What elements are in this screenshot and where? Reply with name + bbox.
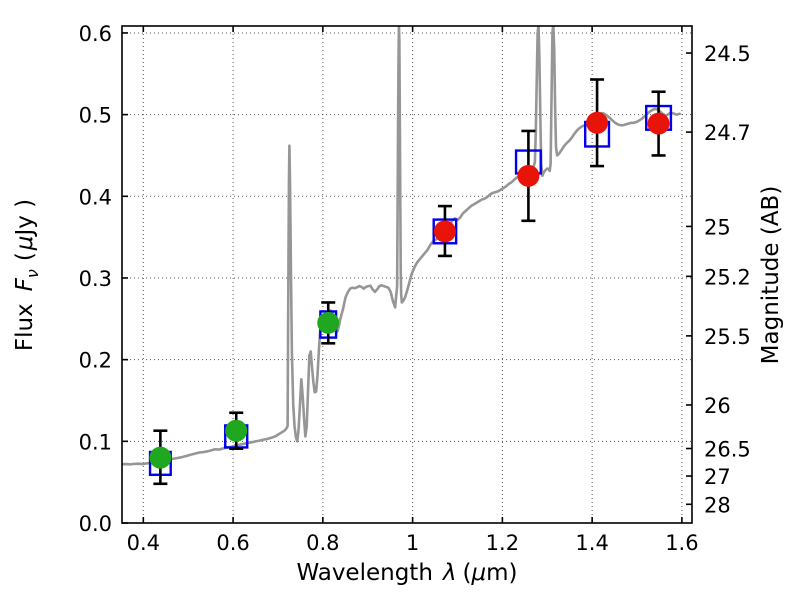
x-axis-title: Wavelength λ (μm) bbox=[296, 560, 517, 586]
y-tick-label-left: 0.6 bbox=[79, 22, 112, 46]
spectrum-line-group bbox=[122, 26, 681, 466]
y-tick-label-right: 25.5 bbox=[704, 325, 751, 349]
x-axis-ticks: 0.4 0.6 0.8 1 1.2 1.4 1.6 bbox=[127, 26, 699, 555]
photometry-points bbox=[149, 111, 670, 469]
photometry-point-marker bbox=[149, 446, 172, 469]
y-tick-label-left: 0.3 bbox=[79, 267, 112, 291]
photometry-point-marker bbox=[517, 164, 540, 187]
plot-frame bbox=[121, 25, 693, 524]
y-axis-left-title: FluxFν(μJy ) bbox=[12, 199, 42, 351]
photometry-point-marker bbox=[317, 311, 340, 334]
x-axis-title-text: Wavelength λ (μm) bbox=[296, 560, 517, 586]
y-axis-left-title-text: FluxFν(μJy ) bbox=[12, 199, 42, 351]
y-axis-left-ticks: 0.0 0.1 0.2 0.3 0.4 0.5 0.6 bbox=[79, 22, 128, 536]
y-axis-right-title-text: Magnitude (AB) bbox=[758, 186, 784, 365]
photometry-point-marker bbox=[433, 220, 456, 243]
y-tick-label-left: 0.1 bbox=[79, 430, 112, 454]
x-tick-label: 0.8 bbox=[306, 531, 339, 555]
y-tick-label-right: 25 bbox=[704, 215, 731, 239]
x-tick-label: 1.2 bbox=[486, 531, 519, 555]
axis-frame bbox=[121, 25, 693, 524]
y-tick-label-left: 0.5 bbox=[79, 104, 112, 128]
y-tick-label-right: 26 bbox=[704, 394, 731, 418]
y-tick-label-left: 0.0 bbox=[79, 512, 112, 536]
y-tick-label-right: 26.5 bbox=[704, 438, 751, 462]
y-tick-label-left: 0.2 bbox=[79, 349, 112, 373]
x-tick-label: 0.4 bbox=[127, 531, 160, 555]
photometry-point-marker bbox=[647, 112, 670, 135]
x-tick-label: 1.6 bbox=[665, 531, 698, 555]
y-axis-right-title: Magnitude (AB) bbox=[758, 186, 784, 365]
y-tick-label-right: 24.5 bbox=[704, 42, 751, 66]
x-tick-label: 1 bbox=[406, 531, 419, 555]
y-tick-label-right: 28 bbox=[704, 493, 731, 517]
x-tick-label: 1.4 bbox=[575, 531, 608, 555]
y-tick-label-right: 27 bbox=[704, 465, 731, 489]
y-tick-label-right: 24.7 bbox=[704, 121, 751, 145]
y-axis-right-ticks: 24.5 24.7 25 25.2 25.5 26 26.5 27 28 bbox=[686, 42, 751, 517]
model-box-markers bbox=[148, 104, 673, 477]
photometry-point-marker bbox=[586, 111, 609, 134]
x-tick-label: 0.6 bbox=[216, 531, 249, 555]
photometry-point-marker bbox=[225, 419, 248, 442]
y-tick-label-right: 25.2 bbox=[704, 265, 751, 289]
spectrum-line bbox=[122, 26, 681, 466]
y-tick-label-left: 0.4 bbox=[79, 185, 112, 209]
grid-lines bbox=[122, 26, 692, 523]
